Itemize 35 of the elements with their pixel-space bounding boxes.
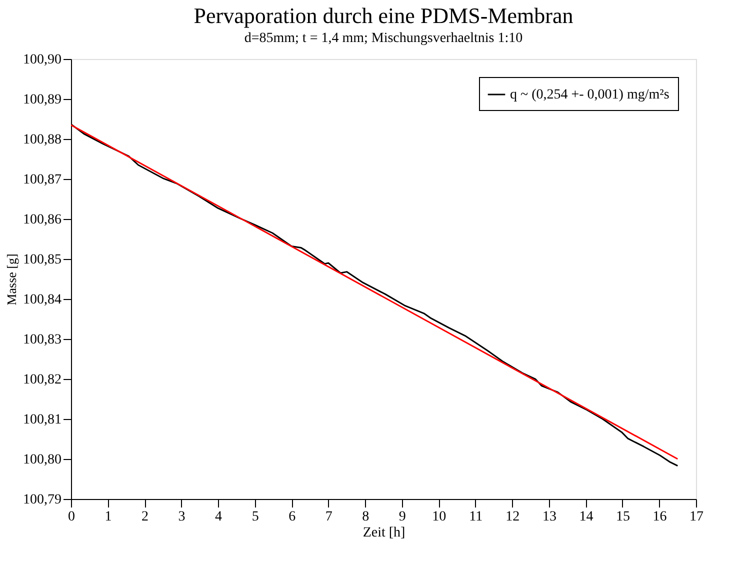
y-tick-label: 100,86 xyxy=(23,212,62,228)
y-tick-label: 100,79 xyxy=(23,492,62,508)
y-tick-label: 100,88 xyxy=(23,132,62,148)
x-tick-label: 3 xyxy=(178,510,186,524)
x-axis-title: Zeit [h] xyxy=(362,526,406,540)
y-tick-label: 100,84 xyxy=(23,292,62,308)
y-tick-label: 100,83 xyxy=(23,332,62,348)
x-tick-label: 6 xyxy=(288,510,296,524)
y-tick-label: 100,89 xyxy=(23,92,62,108)
x-tick-label: 13 xyxy=(542,510,556,524)
x-tick-label: 0 xyxy=(68,510,75,524)
x-tick-label: 2 xyxy=(142,510,149,524)
x-tick-label: 11 xyxy=(469,510,483,524)
y-axis-title: Masse [g] xyxy=(4,254,19,306)
y-tick-label: 100,85 xyxy=(23,252,62,268)
chart-title: Pervaporation durch eine PDMS-Membran xyxy=(194,3,574,28)
x-tick-label: 5 xyxy=(252,510,259,524)
x-tick-label: 17 xyxy=(690,510,704,524)
x-tick-label: 4 xyxy=(215,510,222,524)
y-tick-label: 100,81 xyxy=(23,412,62,428)
y-tick-label: 100,80 xyxy=(23,452,62,468)
x-tick-label: 7 xyxy=(325,510,332,524)
chart-subtitle: d=85mm; t = 1,4 mm; Mischungsverhaeltnis 1:10 xyxy=(244,31,523,46)
x-tick-label: 10 xyxy=(432,510,446,524)
x-tick-label: 1 xyxy=(104,510,112,524)
y-tick-label: 100,82 xyxy=(23,372,62,388)
legend-label: q ~ (0,254 +- 0,001) mg/m²s xyxy=(510,88,670,102)
x-tick-label: 12 xyxy=(506,510,520,524)
x-tick-label: 14 xyxy=(579,510,594,524)
y-tick-label: 100,90 xyxy=(23,52,62,68)
x-tick-label: 16 xyxy=(652,510,667,524)
x-tick-label: 9 xyxy=(398,510,406,524)
x-tick-label: 8 xyxy=(362,510,370,524)
y-tick-label: 100,87 xyxy=(23,172,62,188)
x-tick-label: 15 xyxy=(616,510,630,524)
